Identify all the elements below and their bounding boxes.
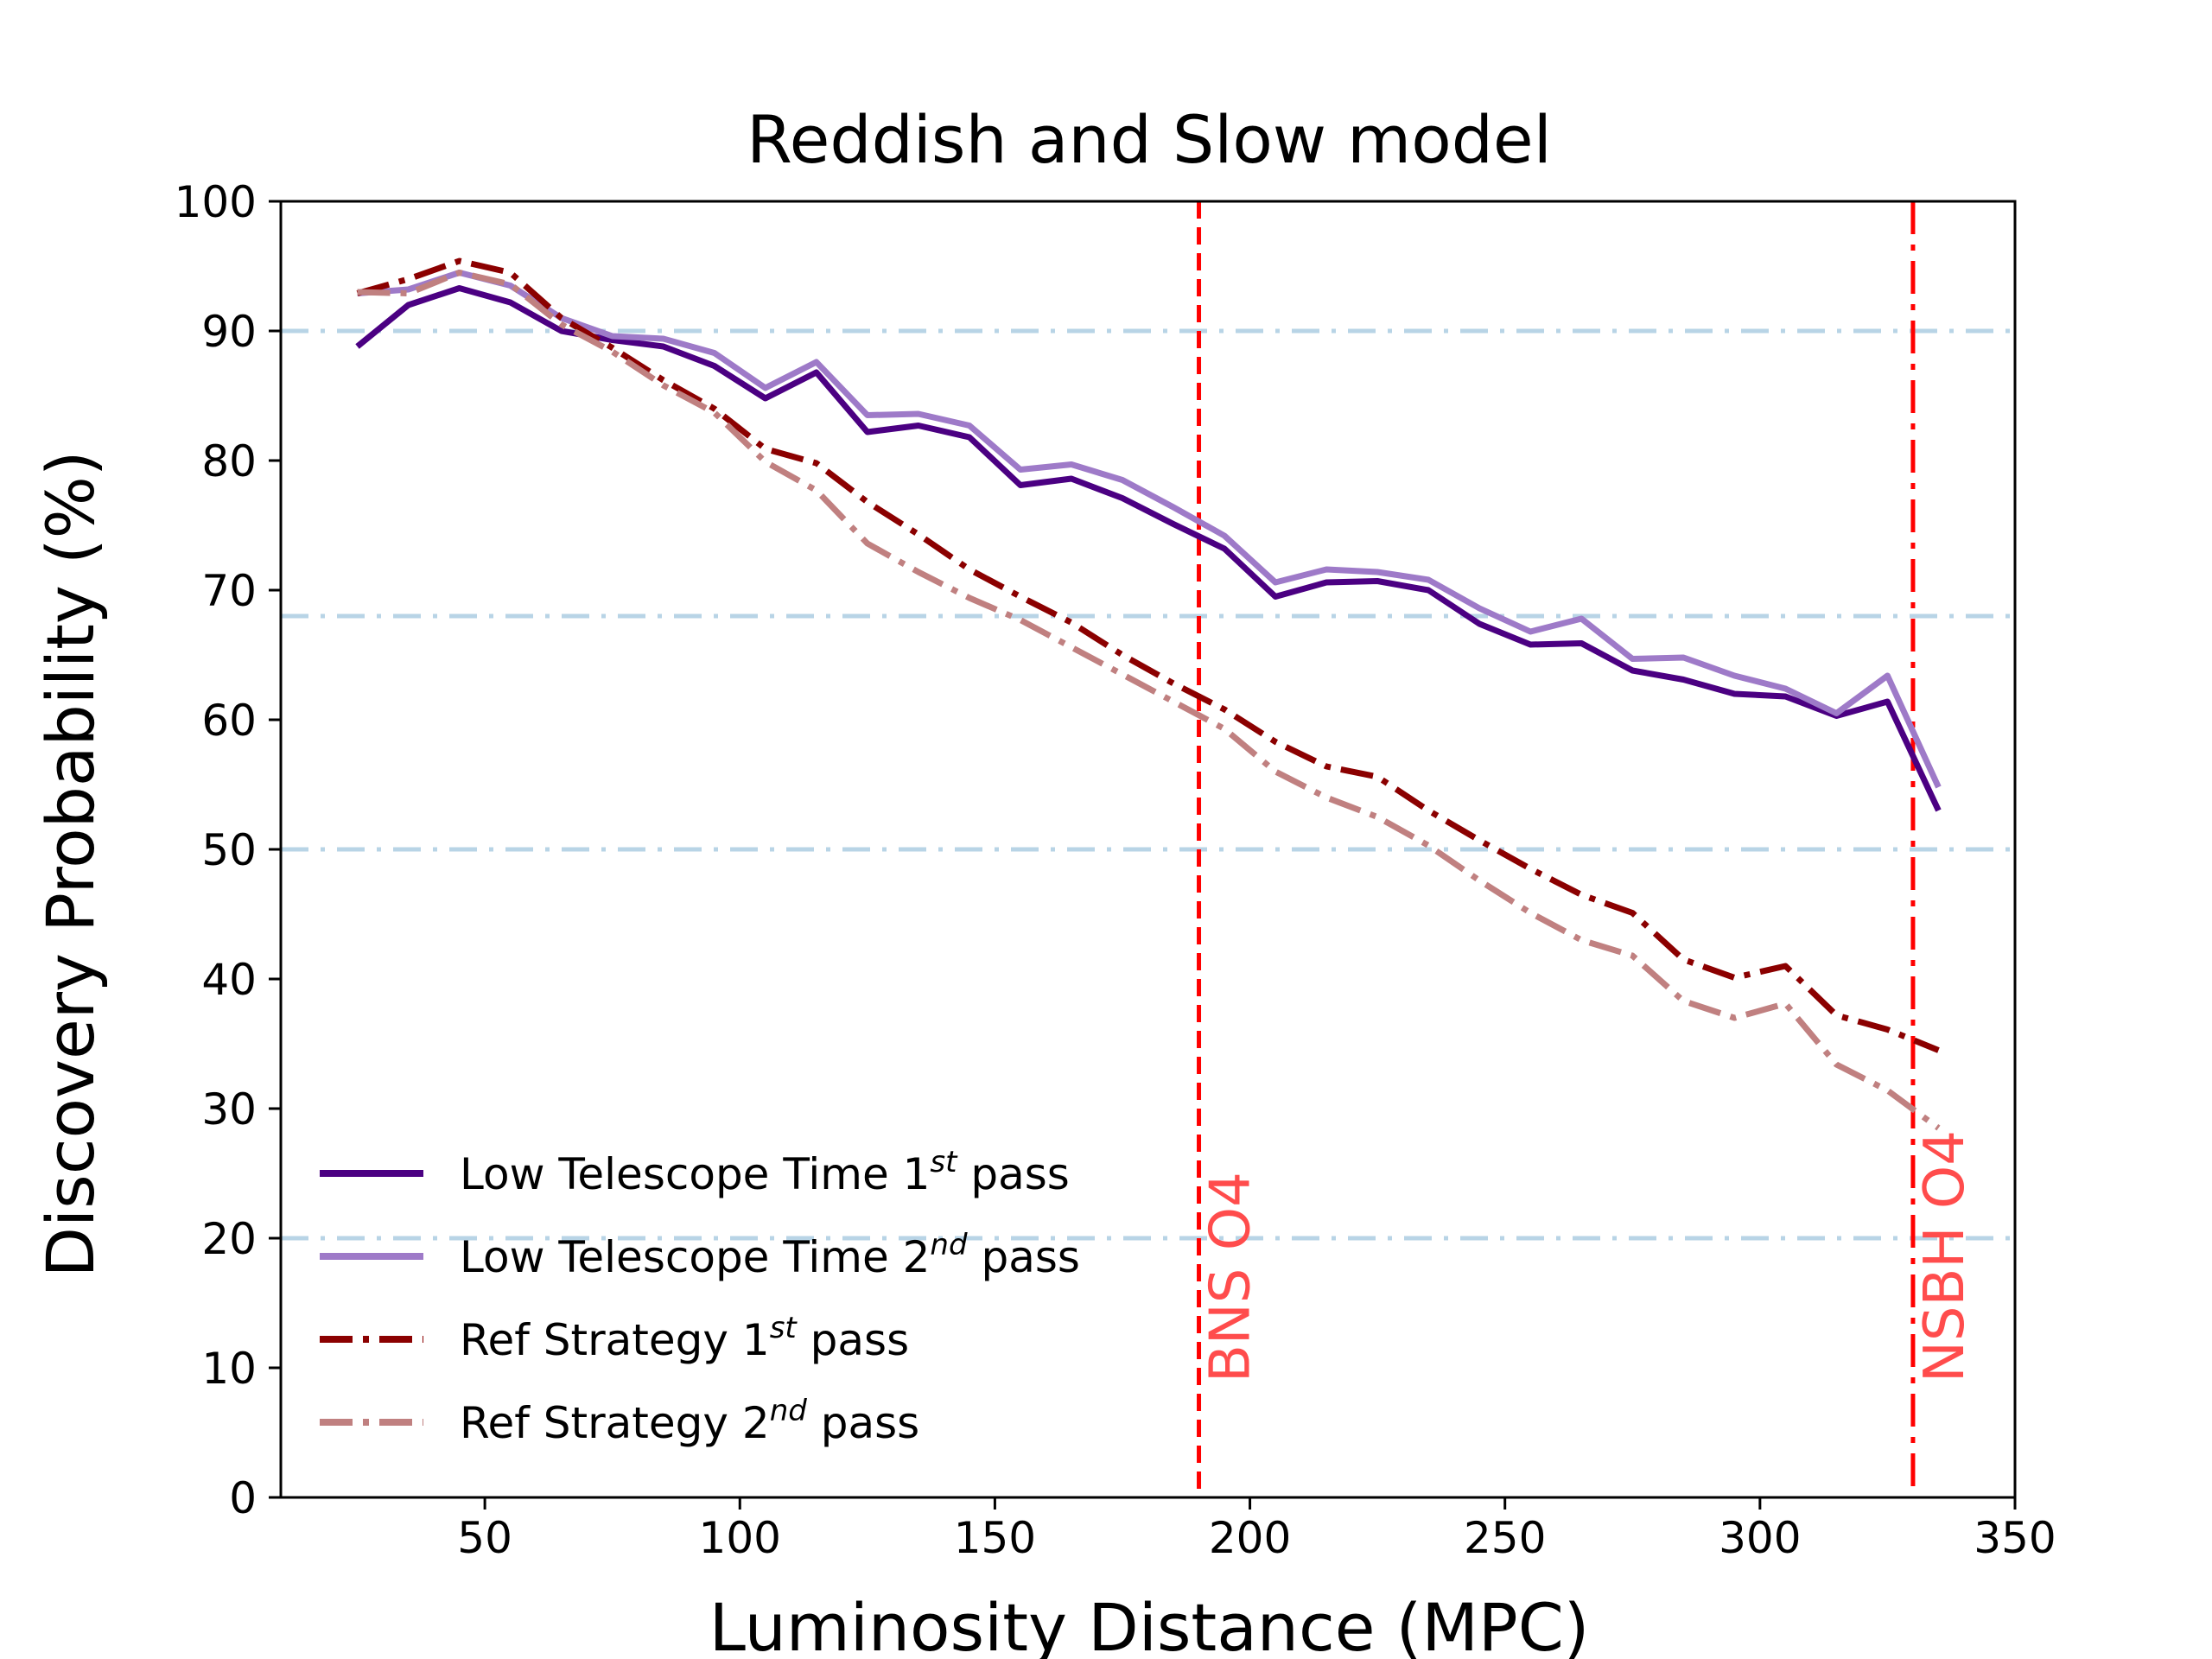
series-line-ref-strategy-1st-pass: [356, 257, 1940, 1053]
legend-item-ref-strategy-2nd-pass: Ref Strategy 2nd pass: [320, 1394, 919, 1448]
x-axis-label: Luminosity Distance (MPC): [709, 1589, 1590, 1659]
x-tick-label: 250: [1464, 1513, 1546, 1563]
series-line-low-telescope-time-2nd-pass: [357, 270, 1942, 789]
legend-label: Ref Strategy 1st pass: [460, 1311, 909, 1365]
y-tick-label: 100: [175, 177, 257, 227]
vline-label-bns-o4: BNS O4: [1199, 1172, 1263, 1382]
x-tick-label: 50: [457, 1513, 512, 1563]
x-tick-label: 300: [1719, 1513, 1801, 1563]
x-tick-label: 100: [699, 1513, 781, 1563]
plot-content: [281, 201, 2015, 1497]
y-tick-label: 80: [201, 436, 257, 486]
x-tick-label: 350: [1974, 1513, 2056, 1563]
legend-item-ref-strategy-1st-pass: Ref Strategy 1st pass: [320, 1311, 909, 1365]
y-tick-label: 30: [201, 1084, 257, 1135]
series-line-low-telescope-time-1st-pass: [355, 285, 1942, 812]
legend: Low Telescope Time 1st pass Low Telescope…: [320, 1145, 1080, 1448]
plot-area: BNS O4 NSBH O4 50 100 150 200 250 300 350 0 10 20 30…: [175, 177, 2056, 1563]
vline-label-nsbh-o4: NSBH O4: [1913, 1130, 1977, 1382]
y-tick-label: 90: [201, 307, 257, 357]
y-tick-label: 10: [201, 1344, 257, 1394]
legend-label: Low Telescope Time 2nd pass: [460, 1228, 1080, 1282]
chart-title: Reddish and Slow model: [747, 101, 1552, 178]
y-axis-label: Discovery Probability (%): [32, 450, 109, 1277]
y-tick-label: 60: [201, 696, 257, 746]
y-tick-label: 20: [201, 1214, 257, 1264]
legend-item-low-telescope-time-1st-pass: Low Telescope Time 1st pass: [320, 1145, 1070, 1199]
y-tick-label: 40: [201, 955, 257, 1005]
series-line-ref-strategy-2nd-pass: [357, 270, 1941, 1131]
y-tick-label: 70: [201, 566, 257, 616]
legend-label: Low Telescope Time 1st pass: [460, 1145, 1070, 1199]
x-tick-label: 150: [954, 1513, 1036, 1563]
legend-item-low-telescope-time-2nd-pass: Low Telescope Time 2nd pass: [320, 1228, 1080, 1282]
y-tick-label: 50: [201, 825, 257, 875]
x-tick-label: 200: [1209, 1513, 1291, 1563]
legend-label: Ref Strategy 2nd pass: [460, 1394, 919, 1448]
y-tick-label: 0: [229, 1473, 257, 1523]
